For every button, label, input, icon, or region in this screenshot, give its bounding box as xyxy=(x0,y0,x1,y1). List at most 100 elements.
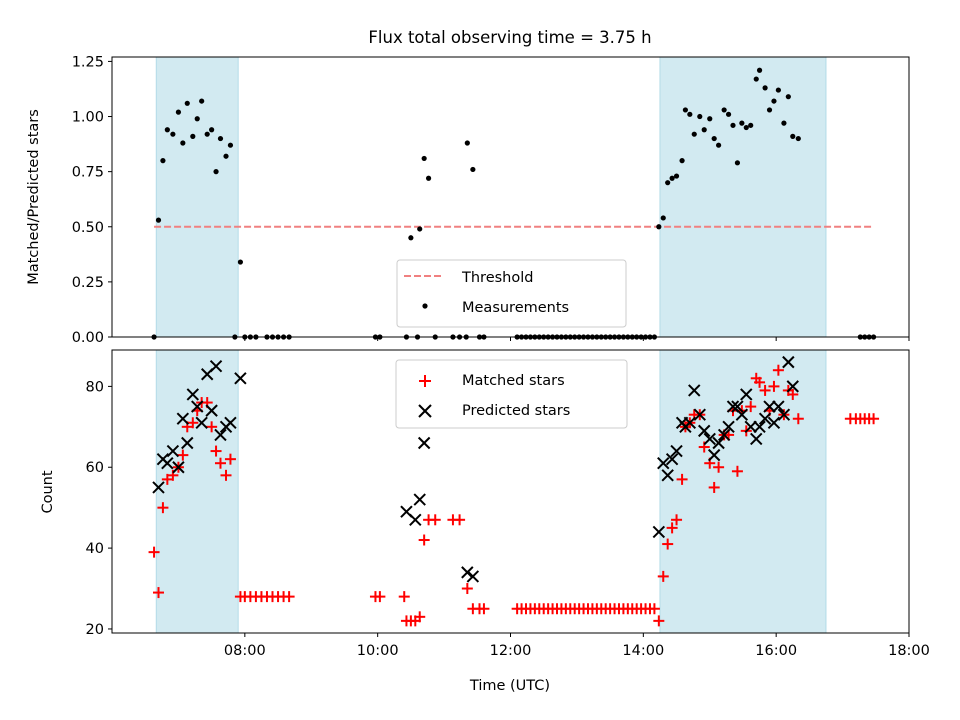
predicted-star-point xyxy=(461,566,474,579)
predicted-star-point xyxy=(758,412,772,425)
matched-star-point xyxy=(283,591,295,603)
measurement-point xyxy=(160,158,166,164)
predicted-star-point xyxy=(777,408,791,421)
legend-predicted-swatch xyxy=(418,404,432,418)
predicted-star-point xyxy=(731,400,744,413)
predicted-star-point xyxy=(234,372,247,385)
legend-measurements-swatch xyxy=(422,303,428,309)
matched-star-point xyxy=(653,615,665,627)
measurement-point xyxy=(209,127,215,133)
legend-threshold-label: Threshold xyxy=(461,270,533,286)
measurement-point xyxy=(464,140,470,146)
top-shaded-spans xyxy=(155,56,827,338)
measurement-point xyxy=(408,235,414,241)
matched-star-point xyxy=(671,514,683,526)
predicted-star-point xyxy=(683,416,697,429)
predicted-star-point xyxy=(186,388,200,401)
x-tick-label: 10:00 xyxy=(357,643,399,659)
predicted-star-point xyxy=(413,493,426,506)
y-tick-label: 60 xyxy=(86,460,104,476)
chart-title: Flux total observing time = 3.75 h xyxy=(368,28,651,47)
measurement-point xyxy=(175,109,182,115)
matched-star-point xyxy=(398,591,410,603)
measurement-point xyxy=(790,133,796,139)
x-tick-label: 14:00 xyxy=(622,643,664,659)
predicted-star-point xyxy=(172,461,185,474)
predicted-star-point xyxy=(209,359,223,373)
x-tick-label: 08:00 xyxy=(224,643,266,659)
legend-measurements-label: Measurements xyxy=(462,300,569,316)
predicted-star-point xyxy=(712,436,725,450)
measurement-point xyxy=(217,135,224,142)
predicted-star-point xyxy=(670,444,683,458)
predicted-star-point xyxy=(661,469,674,482)
matched-star-point xyxy=(152,587,164,599)
shaded-span-2 xyxy=(659,56,827,338)
legend-predicted-label: Predicted stars xyxy=(462,403,570,419)
matched-star-point xyxy=(759,384,771,396)
bottom-y-axis-label: Count xyxy=(40,470,56,513)
predicted-star-point xyxy=(767,416,781,429)
measurement-point xyxy=(660,215,666,221)
measurement-point xyxy=(795,135,801,142)
matched-star-point xyxy=(478,603,490,615)
predicted-star-point xyxy=(214,428,227,442)
predicted-star-point xyxy=(753,420,766,434)
matched-star-point xyxy=(657,570,669,582)
matched-star-point xyxy=(148,546,160,558)
measurement-point xyxy=(701,127,707,133)
predicted-star-point xyxy=(693,408,706,421)
shaded-span-1 xyxy=(155,349,239,634)
measurement-point xyxy=(184,100,190,106)
matched-star-point xyxy=(662,538,674,550)
y-tick-label: 20 xyxy=(86,622,104,638)
measurement-point xyxy=(753,76,759,82)
matched-star-point xyxy=(220,469,232,481)
y-tick-label: 0.50 xyxy=(72,220,104,236)
matched-star-point xyxy=(210,445,222,457)
measurement-point xyxy=(756,67,763,73)
measurement-point xyxy=(223,153,229,159)
predicted-star-point xyxy=(176,412,190,425)
matched-star-point xyxy=(157,502,169,514)
measurement-point xyxy=(421,155,427,162)
y-tick-label: 80 xyxy=(86,379,104,395)
matched-star-point xyxy=(731,465,743,477)
matched-star-point xyxy=(768,380,780,392)
predicted-star-point xyxy=(409,513,422,527)
matched-star-point xyxy=(772,364,784,376)
predicted-star-point xyxy=(786,380,799,393)
bottom-legend: Matched stars Predicted stars xyxy=(395,359,628,429)
matched-star-point xyxy=(187,417,199,429)
matched-star-point xyxy=(787,388,799,400)
measurement-point xyxy=(213,169,219,175)
measurement-point xyxy=(730,122,736,128)
measurement-point xyxy=(711,135,717,142)
x-tick-label: 18:00 xyxy=(888,643,930,659)
matched-star-point xyxy=(708,481,720,493)
predicted-star-point xyxy=(417,436,431,450)
matched-star-point xyxy=(745,401,757,413)
predicted-star-point xyxy=(657,456,670,470)
legend-matched-swatch xyxy=(419,375,431,387)
legend-matched-label: Matched stars xyxy=(462,373,565,389)
predicted-star-point xyxy=(191,400,204,413)
measurement-point xyxy=(687,111,693,117)
measurement-point xyxy=(721,107,727,113)
measurement-point xyxy=(766,107,773,113)
y-tick-label: 1.25 xyxy=(72,54,104,70)
matched-star-point xyxy=(454,514,466,526)
predicted-star-point xyxy=(744,420,757,434)
matched-star-point xyxy=(429,514,441,526)
top-legend: Threshold Measurements xyxy=(396,259,627,328)
bottom-x-ticks: 08:00 10:00 12:00 14:00 16:00 18:00 xyxy=(224,633,930,659)
matched-star-point xyxy=(161,473,173,485)
y-tick-label: 0.25 xyxy=(72,275,104,291)
predicted-star-point xyxy=(722,420,735,434)
measurement-point xyxy=(707,116,713,122)
bottom-y-ticks: 20 40 60 80 xyxy=(86,379,112,638)
predicted-star-point xyxy=(688,384,701,397)
predicted-star-point xyxy=(717,428,731,442)
matched-star-point xyxy=(461,583,473,595)
